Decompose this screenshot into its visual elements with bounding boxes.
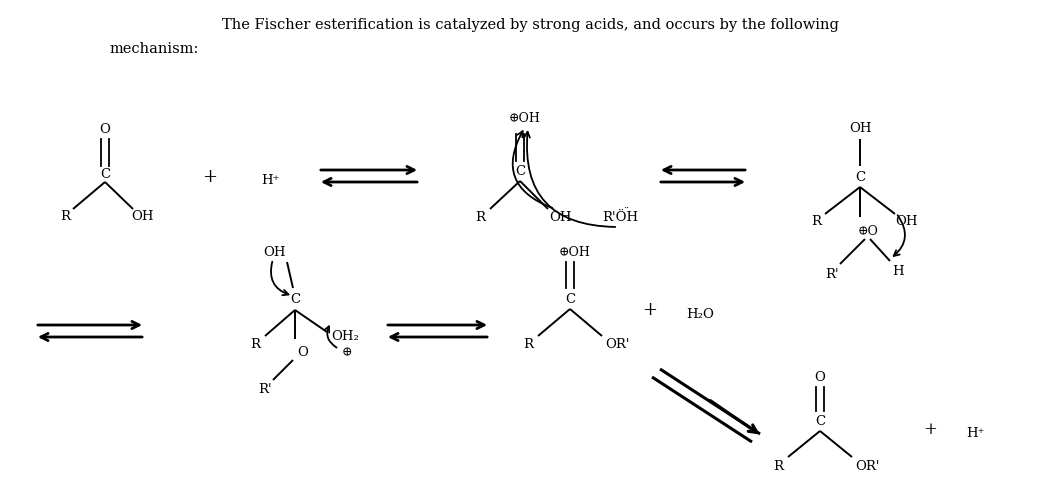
Text: OH₂: OH₂	[331, 330, 359, 343]
Text: C: C	[815, 415, 825, 428]
Text: H₂O: H₂O	[686, 308, 714, 321]
Text: OH: OH	[549, 211, 572, 224]
Text: R: R	[772, 459, 783, 472]
Text: H: H	[892, 265, 904, 278]
Text: R: R	[60, 210, 70, 223]
Text: The Fischer esterification is catalyzed by strong acids, and occurs by the follo: The Fischer esterification is catalyzed …	[222, 18, 839, 32]
Text: OR': OR'	[856, 459, 881, 472]
Text: ··: ··	[623, 203, 630, 212]
Text: R': R'	[259, 383, 272, 396]
Text: O: O	[297, 346, 308, 359]
Text: R: R	[475, 211, 485, 224]
Text: ⊕O: ⊕O	[858, 225, 879, 238]
Text: +: +	[642, 301, 658, 318]
Text: C: C	[290, 293, 301, 306]
Text: OH: OH	[131, 210, 154, 223]
Text: R: R	[811, 215, 821, 228]
Text: ⊕: ⊕	[342, 346, 352, 359]
Text: OH: OH	[264, 246, 286, 259]
Text: C: C	[854, 171, 865, 184]
Text: R': R'	[825, 268, 839, 281]
Text: R'ÖH: R'ÖH	[602, 211, 638, 224]
Text: R: R	[523, 338, 533, 351]
Text: H⁺: H⁺	[261, 174, 280, 187]
Text: O: O	[815, 371, 825, 384]
Text: C: C	[565, 293, 575, 306]
Text: ⊕OH: ⊕OH	[509, 111, 541, 124]
Text: mechanism:: mechanism:	[110, 42, 200, 56]
Text: C: C	[100, 168, 110, 181]
Text: +: +	[203, 168, 218, 186]
Text: R: R	[250, 338, 260, 351]
Text: C: C	[515, 165, 526, 178]
Text: ⊕OH: ⊕OH	[559, 246, 591, 259]
Text: OR': OR'	[605, 338, 631, 351]
Text: OH: OH	[894, 215, 918, 228]
Text: H⁺: H⁺	[966, 427, 984, 439]
Text: O: O	[100, 123, 110, 136]
Text: +: +	[923, 421, 936, 438]
Text: OH: OH	[849, 121, 871, 134]
